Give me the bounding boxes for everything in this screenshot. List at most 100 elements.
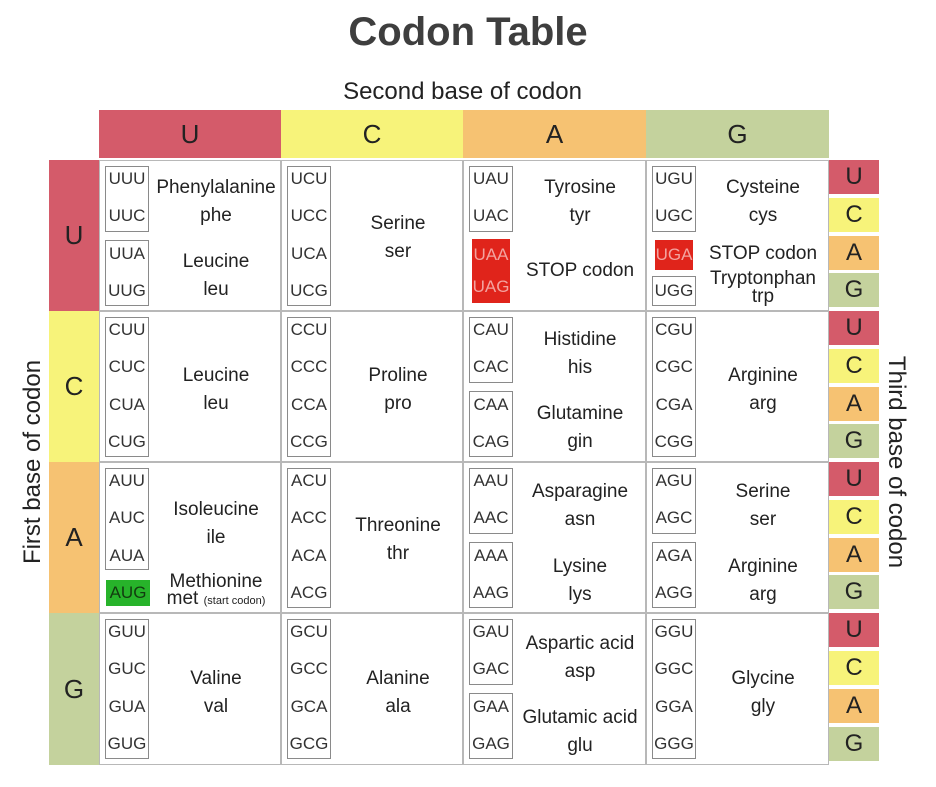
stop-codon-label: STOP codon [525, 260, 635, 281]
codon-group-box [652, 276, 696, 306]
codon-ggc: GGC [654, 659, 694, 678]
amino-acid-gln: Glutamine gin [536, 403, 624, 452]
codon-uca: UCA [291, 244, 327, 263]
codon-uug: UUG [108, 281, 146, 300]
third-base-cell: A [829, 387, 879, 423]
codon-cag: CAG [472, 432, 510, 451]
amino-acid-leu: Leucine leu [182, 365, 250, 414]
amino-acid-ala: Alanine ala [366, 668, 430, 717]
codon-aug: AUG [106, 580, 150, 606]
codon-cgu: CGU [655, 320, 693, 339]
amino-acid-leu: Leucine leu [182, 251, 250, 300]
row-header-u: U [49, 160, 99, 311]
codon-aac: AAC [473, 508, 509, 527]
codon-aau: AAU [473, 471, 509, 490]
codon-gga: GGA [655, 697, 693, 716]
codon-ggg: GGG [654, 734, 694, 753]
codon-gaa: GAA [473, 697, 509, 716]
amino-acid-phe: Phenylalanine phe [156, 177, 276, 226]
third-base-cell: U [829, 311, 879, 347]
codon-ugu: UGU [655, 169, 693, 188]
codon-ccu: CCU [290, 320, 328, 339]
codon-gcc: GCC [290, 659, 328, 678]
codon-ucu: UCU [290, 169, 328, 188]
amino-acid-asn: Asparagine asn [531, 481, 629, 530]
codon-acu: ACU [291, 471, 327, 490]
codon-gac: GAC [472, 659, 510, 678]
codon-agu: AGU [655, 471, 693, 490]
col-header-a: A [463, 110, 646, 158]
third-base-cell: U [829, 160, 879, 196]
third-base-cell: G [829, 424, 879, 460]
codon-group-box [652, 468, 696, 534]
first-base-label: First base of codon [19, 359, 46, 565]
third-base-cell: A [829, 538, 879, 574]
codon-ccg: CCG [290, 432, 328, 451]
codon-cuc: CUC [108, 357, 146, 376]
third-base-cell: G [829, 727, 879, 763]
third-base-cell: C [829, 500, 879, 536]
amino-acid-asp: Aspartic acid asp [525, 633, 635, 682]
codon-guc: GUC [108, 659, 146, 678]
codon-uac: UAC [473, 206, 509, 225]
codon-group-box [469, 693, 513, 759]
codon-cga: CGA [655, 395, 693, 414]
amino-acid-tyr: Tyrosine tyr [544, 177, 616, 226]
codon-group-box [287, 317, 331, 457]
codon-caa: CAA [473, 395, 509, 414]
codon-ugc: UGC [655, 206, 693, 225]
codon-uau: UAU [473, 169, 509, 188]
col-header-u: U [99, 110, 281, 158]
codon-ggu: GGU [654, 622, 694, 641]
amino-acid-ser: Serine ser [370, 213, 426, 262]
codon-ugg: UGG [654, 281, 694, 300]
codon-acg: ACG [290, 583, 328, 602]
amino-acid-met: Methionine met (start codon) [166, 571, 266, 609]
row-header-c: C [49, 311, 99, 462]
amino-acid-ser: Serine ser [735, 481, 791, 530]
amino-acid-arg: Arginine arg [728, 365, 798, 414]
row-header-g: G [49, 613, 99, 765]
codon-acc: ACC [291, 508, 327, 527]
amino-acid-gly: Glycine gly [731, 668, 795, 717]
codon-group-box [469, 391, 513, 457]
codon-uga: UGA [655, 240, 693, 270]
codon-group-box [105, 468, 149, 570]
amino-acid-lys: Lysine lys [552, 556, 608, 605]
codon-gcg: GCG [289, 734, 329, 753]
amino-acid-glu: Glutamic acid glu [522, 707, 638, 756]
third-base-cell: U [829, 613, 879, 649]
codon-group-box [469, 619, 513, 685]
stop-codon-label: STOP codon [708, 243, 818, 264]
codon-cgg: CGG [654, 432, 694, 451]
codon-uua: UUA [109, 244, 145, 263]
amino-acid-trp: Tryptonphan trp [710, 268, 816, 307]
amino-acid-ile: Isoleucine ile [173, 499, 259, 548]
codon-auu: AUU [109, 471, 145, 490]
codon-uuu: UUU [108, 169, 146, 188]
codon-group-box [469, 166, 513, 232]
third-base-cell: U [829, 462, 879, 498]
codon-cau: CAU [473, 320, 509, 339]
amino-acid-arg: Arginine arg [728, 556, 798, 605]
third-base-cell: A [829, 236, 879, 272]
codon-group-box [105, 240, 149, 306]
codon-uuc: UUC [108, 206, 146, 225]
codon-aag: AAG [473, 583, 509, 602]
codon-group-box [287, 166, 331, 306]
codon-auc: AUC [109, 508, 145, 527]
page-title: Codon Table [348, 10, 588, 54]
codon-group-box [652, 317, 696, 457]
codon-ucg: UCG [290, 281, 328, 300]
codon-ucc: UCC [290, 206, 328, 225]
amino-acid-his: Histidine his [543, 329, 617, 378]
row-header-a: A [49, 462, 99, 613]
third-base-cell: G [829, 273, 879, 309]
third-base-label: Third base of codon [883, 355, 910, 569]
codon-group-box [469, 317, 513, 383]
codon-group-box [105, 166, 149, 232]
third-base-cell: C [829, 198, 879, 234]
codon-guu: GUU [108, 622, 146, 641]
codon-group-box [105, 317, 149, 457]
col-header-c: C [281, 110, 463, 158]
